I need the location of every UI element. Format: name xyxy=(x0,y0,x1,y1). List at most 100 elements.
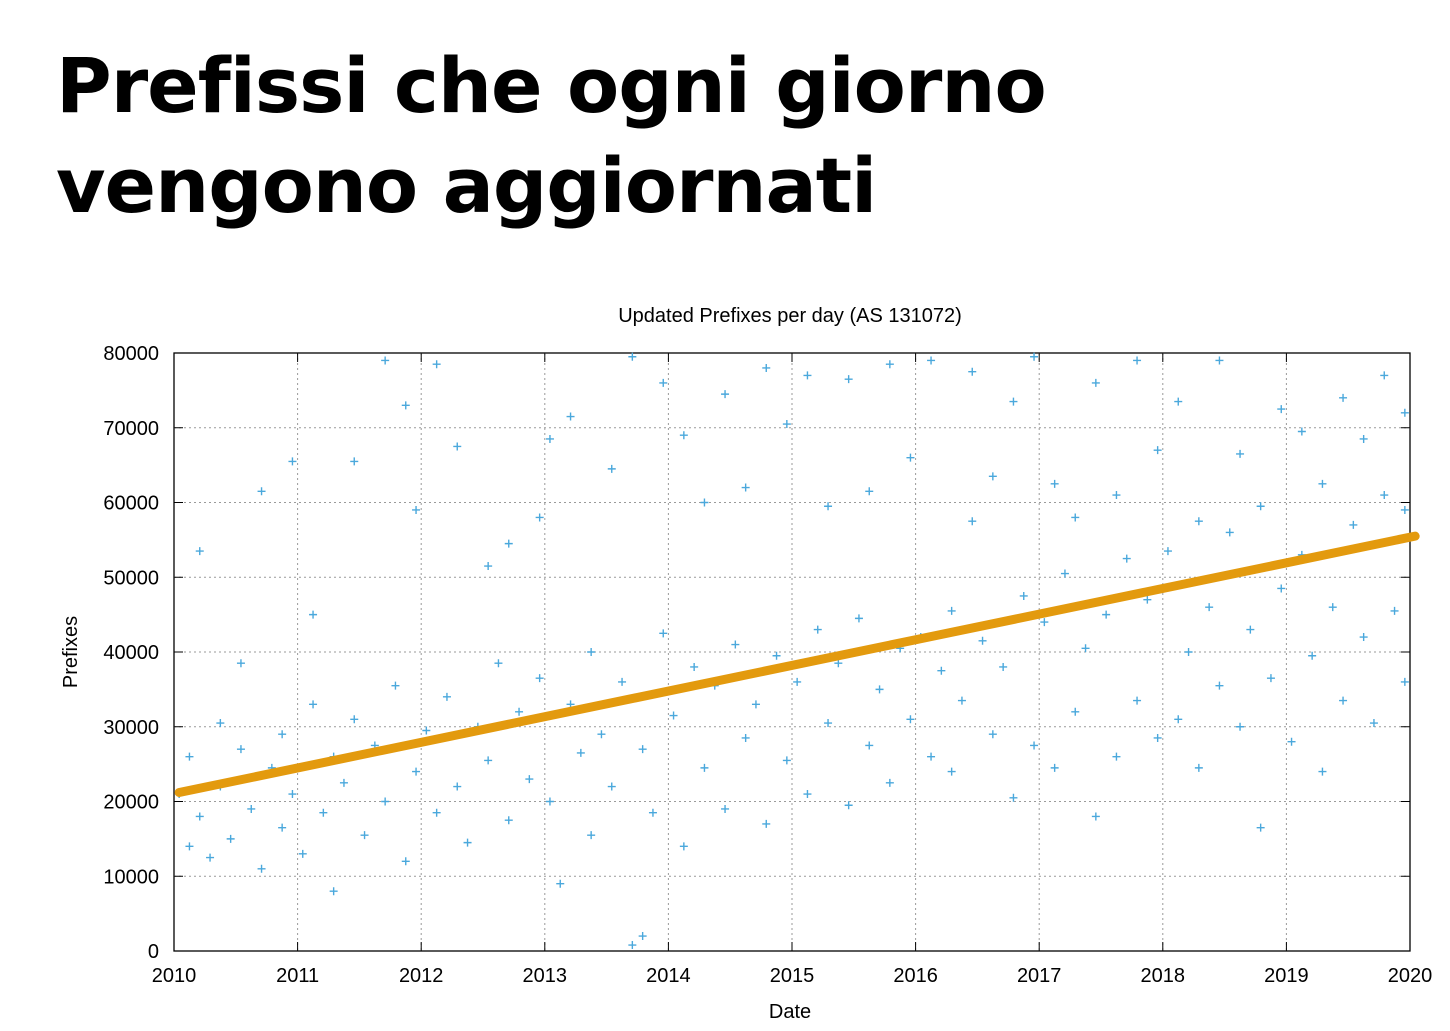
scatter-point xyxy=(803,371,812,380)
scatter-point xyxy=(1153,733,1162,742)
scatter-point xyxy=(1225,528,1234,537)
y-tick-label: 0 xyxy=(148,941,159,963)
scatter-point xyxy=(288,790,297,799)
scatter-point xyxy=(1122,554,1131,563)
scatter-series xyxy=(175,352,1409,950)
scatter-point xyxy=(999,662,1008,671)
scatter-point xyxy=(278,823,287,832)
scatter-point xyxy=(1050,763,1059,772)
scatter-point xyxy=(515,707,524,716)
scatter-point xyxy=(597,730,606,739)
scatter-point xyxy=(1400,408,1409,417)
scatter-point xyxy=(803,790,812,799)
scatter-point xyxy=(247,804,256,813)
y-tick-label: 40000 xyxy=(103,642,159,664)
scatter-point xyxy=(206,853,215,862)
chart-grid xyxy=(174,353,1410,951)
scatter-point xyxy=(288,457,297,466)
scatter-point xyxy=(432,808,441,817)
scatter-point xyxy=(741,483,750,492)
scatter-point xyxy=(1102,610,1111,619)
scatter-point xyxy=(844,375,853,384)
scatter-point xyxy=(721,390,730,399)
scatter-point xyxy=(1277,584,1286,593)
x-tick-label: 2011 xyxy=(276,965,319,987)
scatter-point xyxy=(700,763,709,772)
scatter-point xyxy=(741,733,750,742)
scatter-point xyxy=(1297,427,1306,436)
scatter-point xyxy=(412,767,421,776)
scatter-point xyxy=(1133,696,1142,705)
scatter-point xyxy=(278,730,287,739)
scatter-point xyxy=(659,629,668,638)
scatter-point xyxy=(844,801,853,810)
x-tick-label: 2019 xyxy=(1264,965,1309,987)
scatter-point xyxy=(1380,371,1389,380)
scatter-point xyxy=(185,752,194,761)
scatter-point xyxy=(484,756,493,765)
scatter-point xyxy=(1287,737,1296,746)
scatter-point xyxy=(638,745,647,754)
scatter-point xyxy=(628,941,637,950)
scatter-point xyxy=(1266,674,1275,683)
scatter-point xyxy=(782,420,791,429)
scatter-point xyxy=(875,685,884,694)
scatter-point xyxy=(1328,603,1337,612)
scatter-point xyxy=(1030,352,1039,361)
scatter-point xyxy=(1390,606,1399,615)
scatter-point xyxy=(1091,812,1100,821)
scatter-point xyxy=(1143,595,1152,604)
scatter-point xyxy=(648,808,657,817)
scatter-point xyxy=(1071,513,1080,522)
scatter-point xyxy=(1256,502,1265,511)
scatter-point xyxy=(381,797,390,806)
scatter-point xyxy=(494,659,503,668)
scatter-point xyxy=(1369,719,1378,728)
x-axis-ticks: 2010 2011 2012 2013 2014 2015 2016 2017 2018 2019… xyxy=(152,353,1432,987)
chart-title: Updated Prefixes per day (AS 131072) xyxy=(618,305,962,327)
scatter-point xyxy=(1133,356,1142,365)
scatter-point xyxy=(927,356,936,365)
scatter-point xyxy=(1112,752,1121,761)
scatter-point xyxy=(721,804,730,813)
y-axis-label: Prefixes xyxy=(60,616,82,688)
scatter-point xyxy=(545,797,554,806)
scatter-point xyxy=(1215,681,1224,690)
scatter-point xyxy=(824,502,833,511)
scatter-point xyxy=(453,442,462,451)
scatter-point xyxy=(834,659,843,668)
scatter-point xyxy=(195,547,204,556)
scatter-point xyxy=(412,505,421,514)
scatter-point xyxy=(1174,397,1183,406)
scatter-point xyxy=(885,778,894,787)
scatter-point xyxy=(947,767,956,776)
scatter-point xyxy=(1194,763,1203,772)
scatter-point xyxy=(1040,618,1049,627)
scatter-point xyxy=(865,741,874,750)
scatter-point xyxy=(535,674,544,683)
scatter-point xyxy=(762,819,771,828)
scatter-point xyxy=(525,775,534,784)
scatter-point xyxy=(679,842,688,851)
scatter-point xyxy=(1112,491,1121,500)
scatter-point xyxy=(988,730,997,739)
scatter-point xyxy=(257,487,266,496)
scatter-point xyxy=(865,487,874,496)
scatter-point xyxy=(566,412,575,421)
scatter-point xyxy=(401,857,410,866)
scatter-point xyxy=(1308,651,1317,660)
scatter-point xyxy=(1339,393,1348,402)
updated-prefixes-chart: Updated Prefixes per day (AS 131072) 0 10… xyxy=(60,305,1432,1023)
scatter-point xyxy=(442,692,451,701)
scatter-point xyxy=(659,378,668,387)
scatter-point xyxy=(350,715,359,724)
scatter-point xyxy=(885,360,894,369)
scatter-point xyxy=(1256,823,1265,832)
scatter-point xyxy=(1380,491,1389,500)
scatter-point xyxy=(793,677,802,686)
scatter-point xyxy=(1184,648,1193,656)
x-tick-label: 2012 xyxy=(399,965,444,987)
scatter-point xyxy=(391,681,400,690)
slide-title: Prefissi che ogni giorno vengono aggiorn… xyxy=(56,41,1047,230)
scatter-point xyxy=(854,614,863,623)
